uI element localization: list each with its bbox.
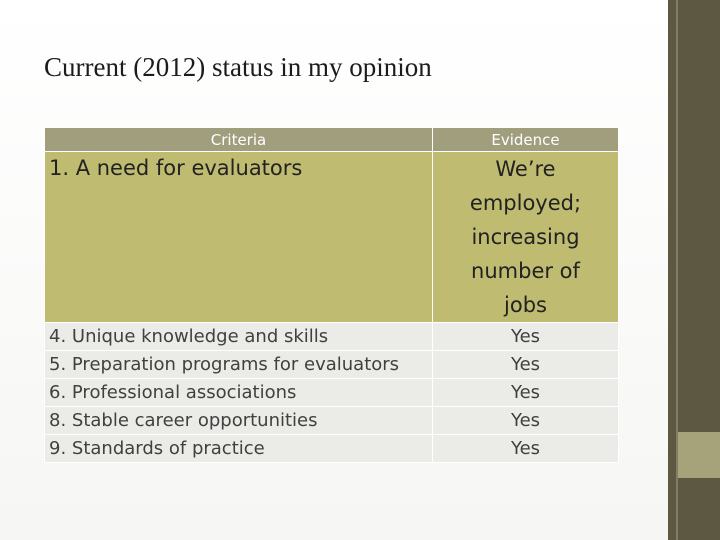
- criteria-cell: 4. Unique knowledge and skills: [44, 322, 433, 351]
- row: 6. Professional associations Yes: [44, 378, 619, 407]
- criteria-cell: 5. Preparation programs for evaluators: [44, 350, 433, 379]
- evidence-cell: Yes: [432, 350, 619, 379]
- status-table: Criteria Evidence 1. A need for evaluato…: [44, 127, 619, 463]
- criteria-cell: 1. A need for evaluators: [44, 151, 433, 323]
- title: Current (2012) status in my opinion: [44, 52, 432, 82]
- row: 5. Preparation programs for evaluators Y…: [44, 350, 619, 379]
- evidence-cell: Yes: [432, 378, 619, 407]
- evidence-cell: Yes: [432, 322, 619, 351]
- side-block: [678, 432, 720, 478]
- evidence-cell: Yes: [432, 406, 619, 435]
- row: 4. Unique knowledge and skills Yes: [44, 322, 619, 351]
- row: 9. Standards of practice Yes: [44, 434, 619, 463]
- criteria-cell: 6. Professional associations: [44, 378, 433, 407]
- criteria-cell: 9. Standards of practice: [44, 434, 433, 463]
- column-header: Evidence: [432, 127, 619, 152]
- column-header: Criteria: [44, 127, 433, 152]
- header-row: Criteria Evidence: [44, 127, 619, 152]
- side-line: [676, 0, 678, 540]
- row: 8. Stable career opportunities Yes: [44, 406, 619, 435]
- evidence-cell: We’re employed; increasing number of job…: [432, 151, 619, 323]
- row: 1. A need for evaluators We’re employed;…: [44, 151, 619, 323]
- criteria-cell: 8. Stable career opportunities: [44, 406, 433, 435]
- evidence-cell: Yes: [432, 434, 619, 463]
